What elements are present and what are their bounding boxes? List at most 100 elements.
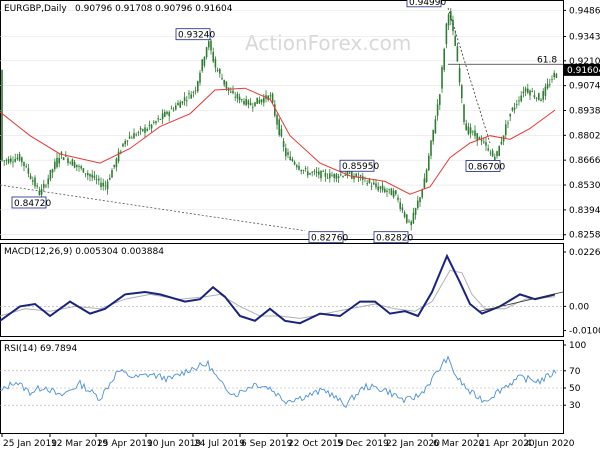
candle-body — [168, 112, 170, 117]
fib-label: 61.8 — [537, 55, 557, 65]
candle-body — [397, 197, 399, 200]
candle-body — [212, 51, 214, 62]
candle-body — [133, 133, 135, 139]
candle-body — [87, 173, 89, 176]
candle-body — [315, 172, 318, 174]
candle-body — [373, 182, 375, 185]
candle-body — [425, 169, 428, 183]
candle-body — [379, 186, 382, 189]
candle-body — [214, 58, 217, 68]
candle-body — [329, 173, 331, 179]
x-tick-label: 21 Apr 2020 — [479, 439, 535, 449]
candle-body — [216, 69, 219, 72]
candle-body — [326, 177, 329, 179]
rsi-tick-label: 30 — [569, 401, 581, 411]
annotation-box — [339, 159, 375, 172]
candle-body — [417, 200, 419, 208]
price-grid — [0, 10, 563, 236]
candle-body — [553, 72, 555, 78]
rsi-tick-label: 70 — [569, 367, 581, 377]
candle-body — [164, 112, 166, 117]
candle-body — [333, 173, 335, 178]
candle-body — [318, 171, 320, 175]
candle-body — [82, 168, 85, 173]
candle-body — [205, 47, 208, 58]
candle-body — [344, 175, 346, 176]
candle-body — [522, 91, 525, 94]
x-tick-label: 22 Oct 2019 — [288, 439, 344, 449]
candle-body — [368, 179, 371, 183]
candle-body — [238, 96, 241, 101]
candle-body — [71, 159, 74, 166]
candle-body — [252, 106, 254, 108]
current-price-label: 0.91604 — [567, 66, 600, 76]
candle-body — [69, 162, 71, 164]
candle-body — [177, 102, 179, 106]
candle-body — [320, 170, 322, 179]
candle-body — [476, 133, 478, 141]
candle-body — [51, 169, 54, 173]
candle-body — [531, 91, 533, 92]
candle-body — [175, 105, 177, 110]
candle-body — [399, 202, 401, 209]
candle-body — [150, 124, 153, 129]
candle-body — [461, 85, 463, 99]
candle-body — [62, 157, 65, 160]
candle-body — [183, 97, 186, 101]
candle-body — [335, 174, 338, 179]
candle-body — [260, 99, 263, 103]
candle-body — [32, 180, 34, 182]
price-annotations: 0.84720 0.93240 0.94990 0.85950 0.82760 0.828… — [11, 0, 505, 244]
annotation-label: 0.94990 — [409, 0, 446, 8]
candle-body — [5, 159, 8, 161]
candle-body — [117, 151, 120, 162]
macd-line — [0, 253, 556, 325]
candle-body — [467, 126, 470, 135]
candle-body — [76, 164, 78, 167]
candle-body — [157, 118, 159, 120]
candle-body — [247, 100, 250, 105]
candle-body — [93, 175, 96, 178]
candle-body — [529, 90, 531, 96]
candle-body — [289, 156, 291, 161]
candle-body — [47, 178, 49, 185]
macd-tick-label: 0.022662 — [569, 248, 600, 258]
candle-body — [43, 183, 45, 188]
candle-body — [135, 134, 137, 136]
candle-body — [346, 171, 349, 177]
candle-body — [56, 157, 58, 168]
candle-body — [186, 100, 188, 102]
candle-body — [194, 90, 197, 92]
candle-body — [256, 97, 258, 104]
candle-body — [7, 158, 10, 163]
candle-body — [36, 185, 38, 187]
candle-body — [313, 170, 316, 172]
candle-body — [67, 158, 69, 164]
candle-body — [258, 99, 261, 104]
candle-body — [489, 152, 492, 154]
candle-body — [487, 148, 489, 151]
candle-body — [359, 175, 362, 177]
candle-body — [78, 166, 80, 167]
annotation-label: 0.86700 — [468, 162, 505, 172]
candle-body — [109, 177, 111, 180]
x-tick-label: 6 Mar 2020 — [433, 439, 485, 449]
candle-body — [159, 119, 162, 120]
candle-body — [3, 160, 5, 162]
macd-plot: 0.022662 0.00 -0.010052 — [0, 248, 600, 337]
candle-body — [166, 111, 168, 115]
watermark: ActionForex.com — [245, 31, 411, 55]
candle-body — [287, 152, 289, 155]
candle-body — [551, 79, 553, 80]
x-tick-label: 4 Jun 2020 — [526, 439, 575, 449]
candle-body — [49, 169, 52, 180]
candle-body — [161, 113, 164, 120]
candle-body — [29, 175, 32, 180]
candle-body — [555, 73, 558, 78]
candle-body — [342, 176, 344, 178]
x-tick-label: 25 Apr 2019 — [97, 439, 153, 449]
candle-body — [428, 155, 430, 171]
candle-body — [203, 56, 206, 66]
